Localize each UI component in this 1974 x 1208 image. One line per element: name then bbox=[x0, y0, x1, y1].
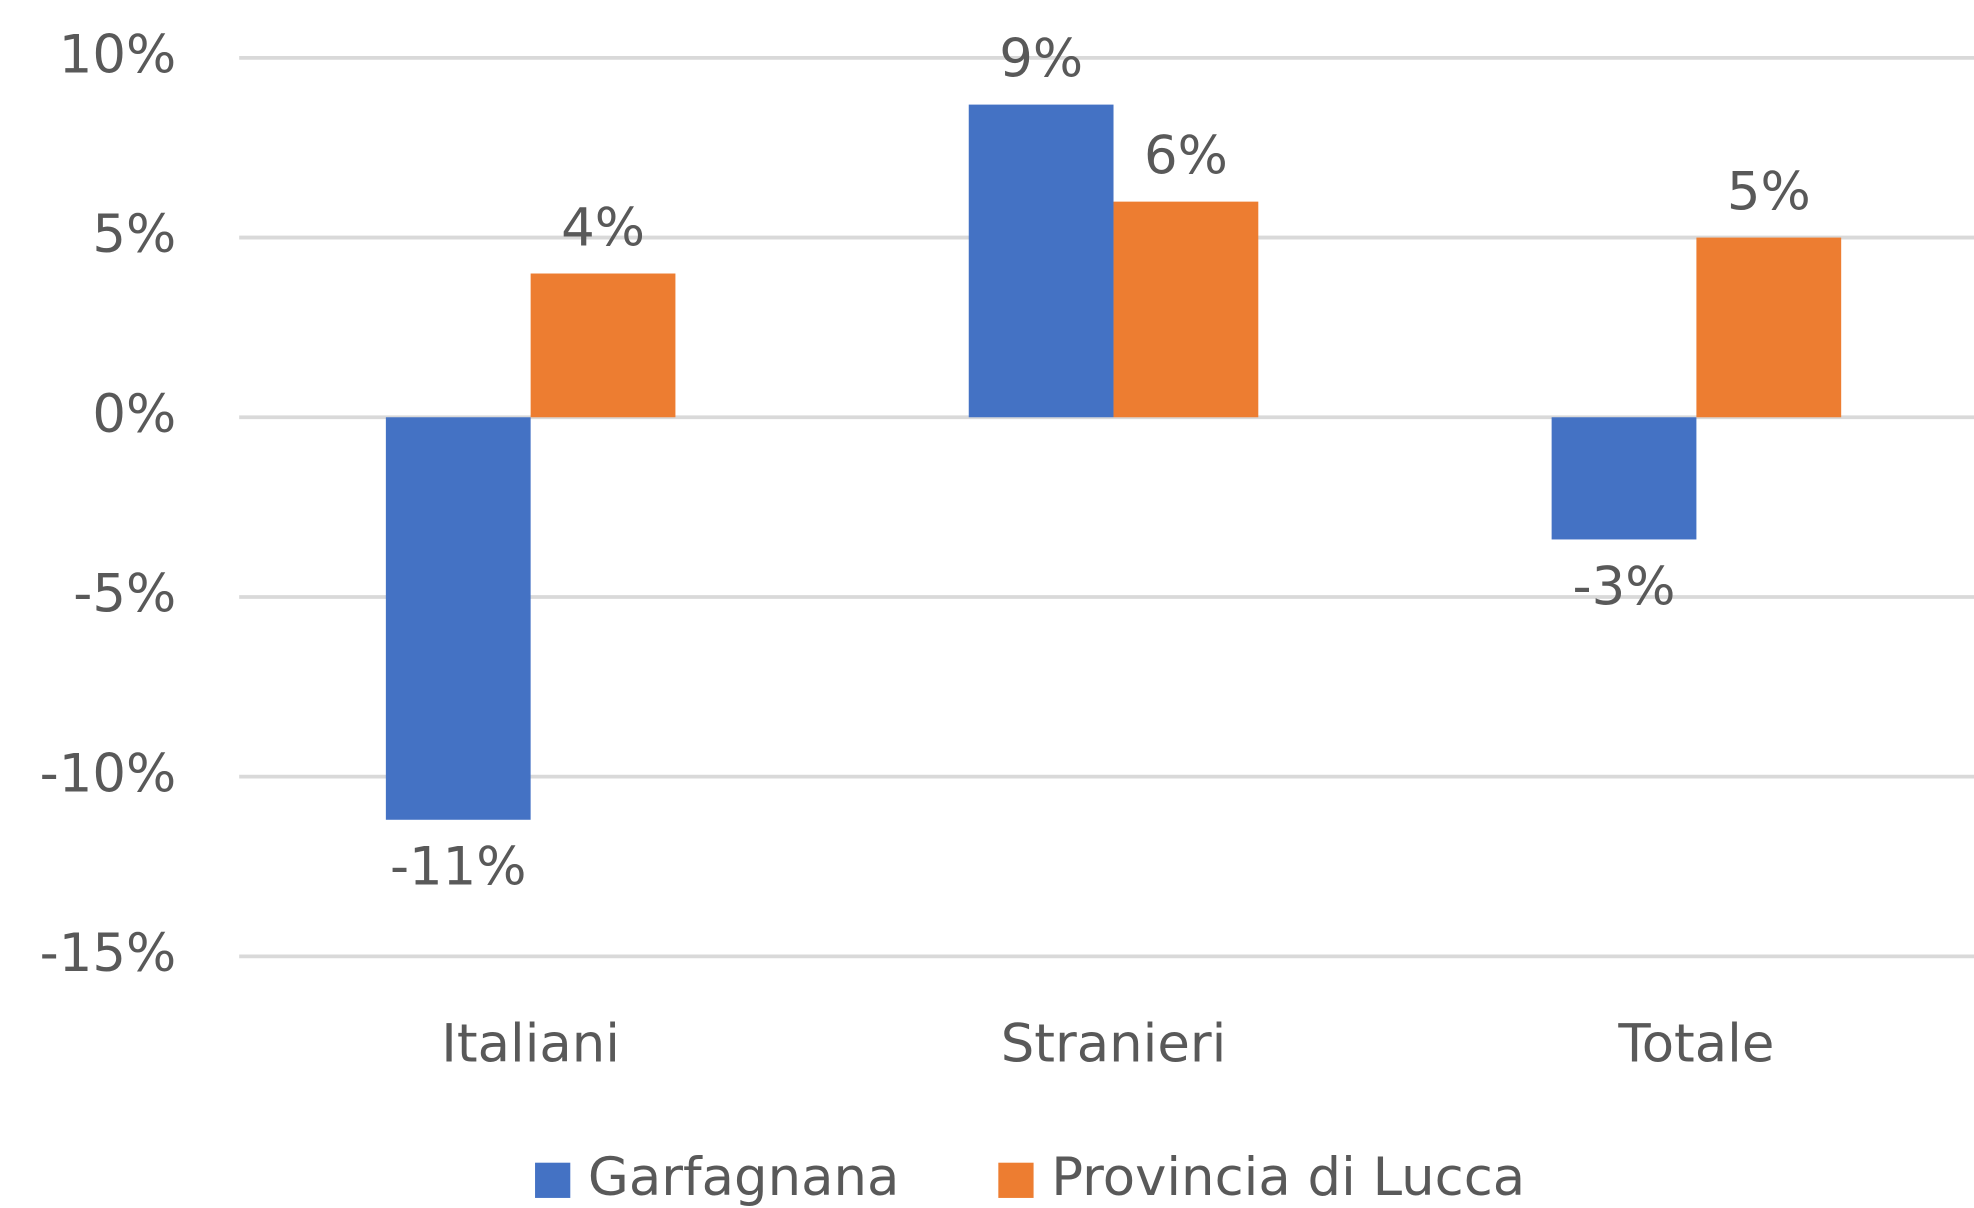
data-label: -11% bbox=[390, 837, 527, 898]
legend-label: Garfagnana bbox=[588, 1147, 900, 1208]
y-tick-label: 10% bbox=[59, 25, 177, 86]
legend-swatch bbox=[535, 1162, 571, 1198]
bar bbox=[385, 417, 531, 820]
data-label: -3% bbox=[1573, 556, 1676, 617]
y-tick-label: -5% bbox=[73, 564, 176, 625]
bar bbox=[530, 273, 676, 418]
x-tick-label: Stranieri bbox=[1001, 1014, 1227, 1075]
y-tick-label: 5% bbox=[92, 204, 176, 265]
bar bbox=[1551, 417, 1697, 540]
data-label: 5% bbox=[1727, 161, 1811, 222]
bar bbox=[968, 104, 1114, 418]
y-tick-label: 0% bbox=[92, 384, 176, 445]
data-label: 6% bbox=[1144, 126, 1228, 187]
bar bbox=[1696, 237, 1842, 418]
bar bbox=[1113, 201, 1259, 418]
legend-label: Provincia di Lucca bbox=[1051, 1147, 1525, 1208]
legend-swatch bbox=[998, 1162, 1034, 1198]
y-tick-label: -10% bbox=[40, 743, 177, 804]
y-tick-label: -15% bbox=[40, 923, 177, 984]
data-label: 4% bbox=[561, 197, 645, 258]
x-tick-label: Totale bbox=[1617, 1014, 1774, 1075]
data-label: 9% bbox=[999, 28, 1083, 89]
x-tick-label: Italiani bbox=[441, 1014, 620, 1075]
